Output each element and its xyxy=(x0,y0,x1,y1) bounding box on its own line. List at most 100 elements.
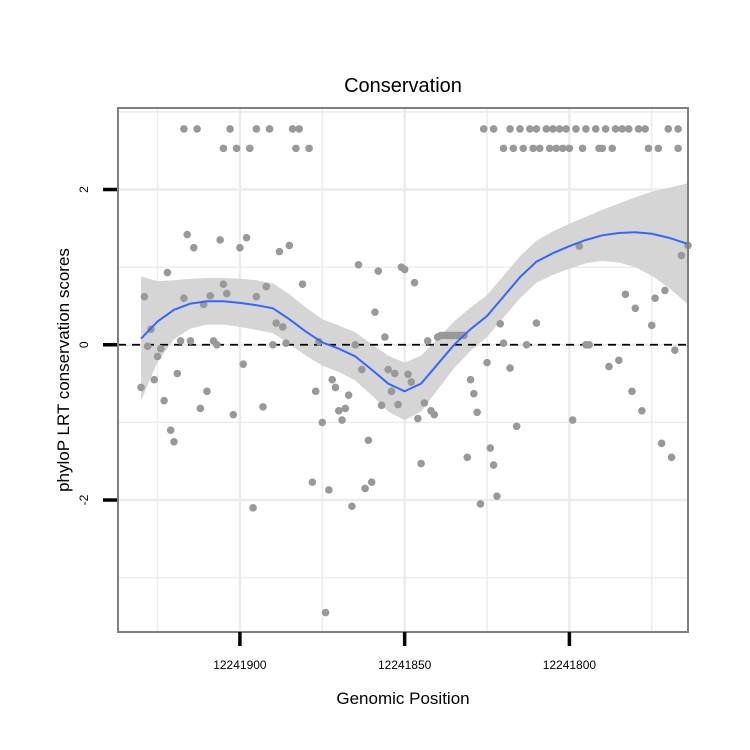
data-point xyxy=(420,399,429,407)
data-point xyxy=(387,387,396,396)
data-point xyxy=(489,125,498,133)
data-point xyxy=(252,292,261,301)
data-point xyxy=(519,144,528,153)
data-point xyxy=(509,144,518,153)
data-point xyxy=(143,342,152,351)
data-point xyxy=(265,125,274,133)
data-point xyxy=(176,337,185,345)
data-point xyxy=(486,444,495,452)
data-point xyxy=(506,364,514,372)
data-point xyxy=(506,125,514,133)
data-point xyxy=(189,243,198,252)
data-point xyxy=(641,125,649,133)
data-point xyxy=(479,125,488,133)
data-point xyxy=(196,404,205,413)
data-point xyxy=(229,410,238,419)
data-point xyxy=(157,344,165,353)
data-point xyxy=(407,378,416,386)
data-point xyxy=(631,304,640,313)
data-point xyxy=(608,144,617,153)
data-point xyxy=(582,125,590,133)
data-point xyxy=(170,438,178,446)
data-point xyxy=(153,352,162,361)
data-point xyxy=(605,362,613,371)
data-point xyxy=(278,323,287,331)
data-point xyxy=(292,144,300,153)
data-point xyxy=(585,340,593,349)
data-point xyxy=(565,144,574,153)
data-point xyxy=(180,125,188,133)
data-point xyxy=(331,383,340,392)
data-point xyxy=(348,502,356,511)
data-point xyxy=(522,340,531,349)
data-point xyxy=(394,400,402,409)
data-point xyxy=(269,340,277,349)
data-point xyxy=(338,416,346,424)
data-point xyxy=(651,294,659,302)
data-point xyxy=(499,339,508,348)
data-point xyxy=(239,360,248,368)
data-point xyxy=(137,383,145,392)
data-point xyxy=(242,233,251,242)
data-point xyxy=(219,280,228,289)
data-point xyxy=(404,370,412,379)
data-point xyxy=(232,144,241,153)
data-point xyxy=(489,461,498,469)
data-point xyxy=(305,144,313,153)
x-axis: 12241900 12241850 12241800 xyxy=(213,632,596,672)
data-point xyxy=(512,422,521,431)
data-point xyxy=(470,389,478,398)
data-point xyxy=(371,308,379,316)
data-point xyxy=(529,144,537,153)
data-point xyxy=(578,144,587,153)
data-point xyxy=(374,267,383,275)
data-point xyxy=(647,321,656,330)
data-point xyxy=(410,278,419,287)
x-tick-label: 12241850 xyxy=(378,658,432,672)
data-point xyxy=(430,410,439,419)
data-point xyxy=(321,608,330,617)
data-point xyxy=(311,387,320,396)
data-point xyxy=(377,401,386,410)
x-tick-label: 12241900 xyxy=(213,658,267,672)
data-point xyxy=(222,289,231,298)
data-point xyxy=(532,125,541,133)
data-point xyxy=(288,125,297,133)
data-point xyxy=(555,125,564,133)
data-point xyxy=(657,439,666,448)
data-point xyxy=(628,387,636,396)
data-point xyxy=(664,125,673,133)
data-point xyxy=(236,243,244,252)
data-point xyxy=(226,125,234,133)
data-point xyxy=(252,125,261,133)
data-point xyxy=(483,358,491,367)
data-point xyxy=(351,340,360,349)
data-point xyxy=(334,406,343,415)
data-point xyxy=(160,396,168,405)
data-point xyxy=(390,369,399,378)
data-point xyxy=(423,337,432,345)
data-point xyxy=(624,125,633,133)
data-point xyxy=(216,236,224,244)
data-point xyxy=(298,280,307,289)
data-point xyxy=(166,426,175,434)
data-point xyxy=(644,144,653,153)
chart-title: Conservation xyxy=(344,75,462,97)
data-point xyxy=(601,125,610,133)
data-point xyxy=(562,125,570,133)
y-tick-label: 2 xyxy=(77,186,91,193)
data-point xyxy=(272,319,280,327)
data-point xyxy=(549,125,557,133)
confidence-band xyxy=(141,183,689,421)
data-point xyxy=(361,484,369,493)
data-point xyxy=(473,408,481,417)
data-point xyxy=(591,125,600,133)
data-point xyxy=(667,453,676,462)
data-point xyxy=(542,125,551,133)
data-point xyxy=(183,230,191,239)
y-axis: -2 0 2 xyxy=(77,186,117,505)
y-axis-title: phyloP LRT conservation scores xyxy=(54,248,73,492)
data-point xyxy=(186,337,195,345)
data-point xyxy=(615,356,623,365)
data-point xyxy=(295,125,304,133)
